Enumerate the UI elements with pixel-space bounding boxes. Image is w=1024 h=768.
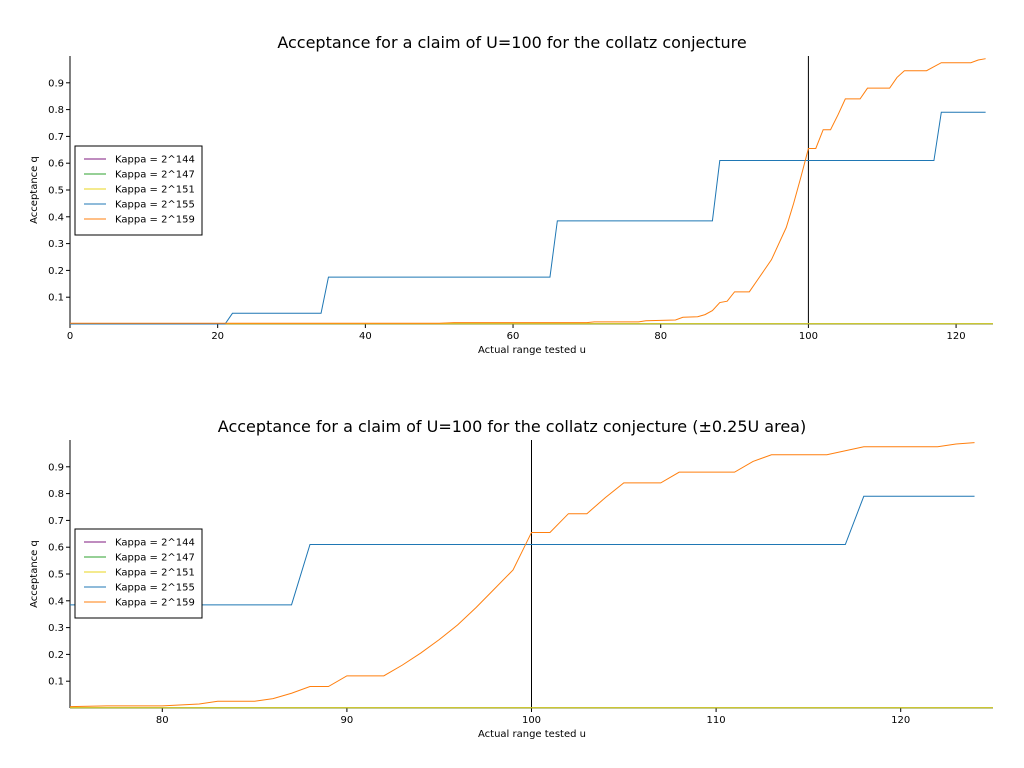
- x-tick-label: 120: [891, 715, 910, 726]
- x-tick-label: 80: [654, 331, 667, 342]
- y-tick-label: 0.9: [48, 78, 64, 89]
- x-tick-label: 120: [947, 331, 966, 342]
- y-tick-label: 0.3: [48, 623, 64, 634]
- legend-label: Kappa = 2^159: [115, 215, 195, 226]
- legend-box: [74, 528, 203, 619]
- x-tick-label: 110: [707, 715, 726, 726]
- x-tick-label: 20: [211, 331, 224, 342]
- legend-label: Kappa = 2^144: [115, 155, 195, 166]
- y-tick-label: 0.6: [48, 543, 64, 554]
- series-line: [69, 442, 975, 708]
- x-tick-label: 0: [67, 331, 73, 342]
- x-tick-label: 90: [341, 715, 354, 726]
- chart-full-range: Acceptance for a claim of U=100 for the …: [29, 33, 993, 356]
- x-tick-label: 60: [507, 331, 520, 342]
- y-tick-label: 0.7: [48, 132, 64, 143]
- y-tick-label: 0.4: [48, 212, 64, 223]
- legend-label: Kappa = 2^151: [115, 568, 195, 579]
- legend-label: Kappa = 2^147: [115, 170, 195, 181]
- x-tick-label: 100: [799, 331, 818, 342]
- y-tick-label: 0.2: [48, 266, 64, 277]
- y-axis-label: Acceptance q: [29, 156, 40, 224]
- y-tick-label: 0.3: [48, 239, 64, 250]
- y-tick-label: 0.8: [48, 489, 64, 500]
- y-axis-label: Acceptance q: [29, 540, 40, 608]
- y-tick-label: 0.6: [48, 159, 64, 170]
- y-tick-label: 0.4: [48, 596, 64, 607]
- y-tick-label: 0.2: [48, 650, 64, 661]
- x-axis-label: Actual range tested u: [478, 729, 586, 740]
- series-line: [70, 111, 986, 325]
- y-tick-label: 0.9: [48, 462, 64, 473]
- legend-label: Kappa = 2^147: [115, 553, 195, 564]
- series-line: [70, 58, 986, 324]
- legend-label: Kappa = 2^155: [115, 200, 195, 211]
- legend-label: Kappa = 2^151: [115, 185, 195, 196]
- y-tick-label: 0.1: [48, 293, 64, 304]
- y-tick-label: 0.1: [48, 677, 64, 688]
- y-tick-label: 0.7: [48, 516, 64, 527]
- x-tick-label: 100: [522, 715, 541, 726]
- x-tick-label: 80: [156, 715, 169, 726]
- y-tick-label: 0.5: [48, 570, 64, 581]
- legend-label: Kappa = 2^144: [115, 538, 195, 549]
- x-tick-label: 40: [359, 331, 372, 342]
- y-tick-label: 0.8: [48, 105, 64, 116]
- legend-box: [74, 145, 203, 236]
- x-axis-label: Actual range tested u: [478, 345, 586, 356]
- chart-title: Acceptance for a claim of U=100 for the …: [277, 33, 746, 52]
- y-tick-label: 0.5: [48, 186, 64, 197]
- legend-label: Kappa = 2^155: [115, 583, 195, 594]
- series-line: [70, 495, 975, 606]
- chart-zoomed-range: Acceptance for a claim of U=100 for the …: [29, 417, 993, 740]
- legend-label: Kappa = 2^159: [115, 598, 195, 609]
- chart-title: Acceptance for a claim of U=100 for the …: [218, 417, 806, 436]
